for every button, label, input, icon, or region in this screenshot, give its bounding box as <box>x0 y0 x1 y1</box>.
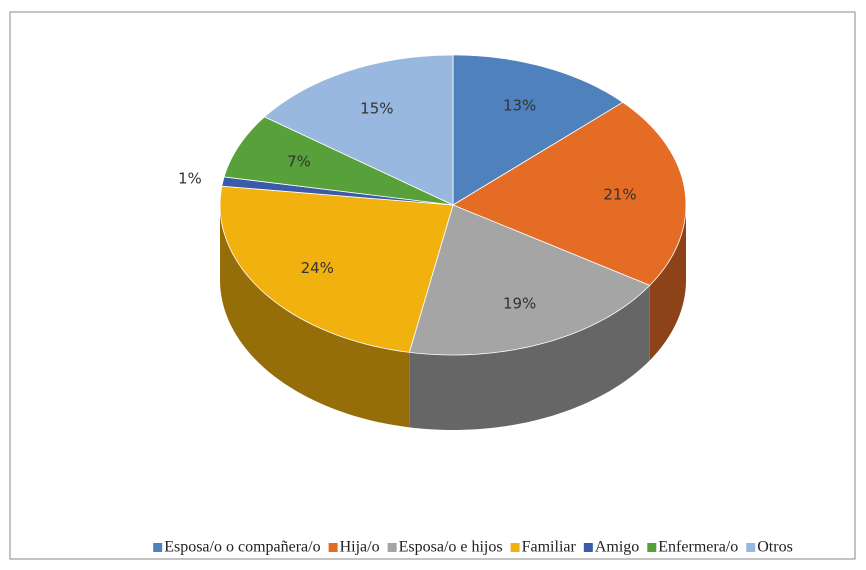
pie-slice <box>223 116 454 206</box>
data-label: 21% <box>603 185 636 203</box>
pie-slice <box>219 185 454 353</box>
legend-swatch <box>153 543 163 552</box>
data-label: 19% <box>503 295 536 313</box>
legend-label: Familiar <box>522 539 577 556</box>
legend-swatch <box>510 543 520 552</box>
pie-slice <box>263 54 454 206</box>
legend-swatch <box>328 543 338 552</box>
legend-swatch <box>387 543 397 552</box>
legend-label: Enfermera/o <box>658 539 738 556</box>
data-label: 24% <box>301 259 334 277</box>
pie-slice <box>452 54 624 206</box>
legend-label: Esposa/o e hijos <box>399 539 503 556</box>
pie-slice <box>408 204 651 356</box>
legend: Esposa/o o compañera/o Hija/o Esposa/o e h… <box>153 539 793 556</box>
data-label: 13% <box>503 96 536 114</box>
legend-swatch <box>583 543 593 552</box>
legend-label: Amigo <box>595 539 639 556</box>
data-label: 7% <box>287 153 311 171</box>
pie-side <box>649 205 686 361</box>
pie-side <box>220 205 410 428</box>
legend-label: Esposa/o o compañera/o <box>164 539 320 556</box>
data-label: 1% <box>178 170 202 188</box>
legend-swatch <box>647 543 657 552</box>
legend-swatch <box>746 543 756 552</box>
pie-slice <box>452 101 687 286</box>
pie-side <box>409 285 650 430</box>
data-label: 15% <box>360 99 393 117</box>
legend-label: Hija/o <box>340 539 380 556</box>
legend-label: Otros <box>757 539 793 556</box>
